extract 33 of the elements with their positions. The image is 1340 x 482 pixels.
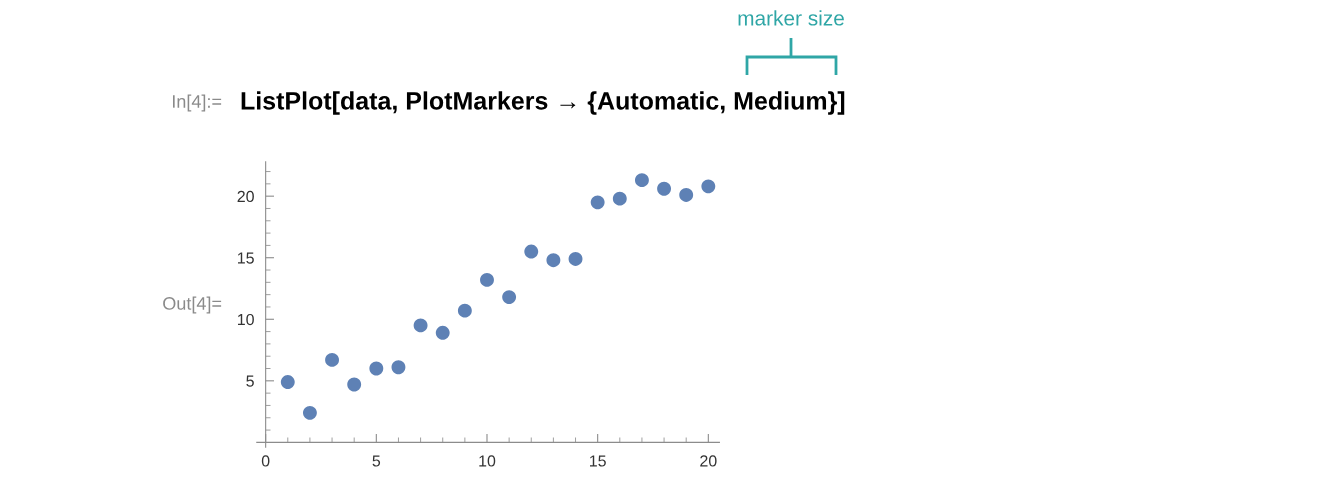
y-tick-label: 10 [238, 313, 254, 326]
point [657, 181, 672, 196]
point [347, 377, 362, 392]
point [568, 252, 583, 266]
point [502, 290, 517, 305]
point [325, 352, 339, 367]
text: Out[4]= [163, 296, 222, 314]
point [391, 360, 406, 375]
point [480, 272, 494, 287]
point [546, 253, 561, 268]
x-tick-label: 5 [372, 455, 381, 467]
text: marker size [738, 10, 844, 26]
point [590, 195, 605, 210]
x-tick-label: 10 [479, 455, 496, 467]
point [524, 244, 539, 259]
point [435, 325, 450, 340]
y-tick-label: 20 [237, 190, 254, 203]
point [634, 173, 649, 188]
y-tick-label: 5 [246, 375, 254, 387]
point [280, 375, 295, 389]
text: ListPlot[data, PlotMarkers → {Automatic, Medium}] [241, 91, 845, 115]
x-tick-label: 0 [261, 455, 270, 467]
x-tick-label: 15 [590, 455, 606, 467]
point [701, 179, 716, 194]
point [457, 303, 472, 318]
point [302, 405, 317, 420]
point [369, 361, 384, 376]
point [413, 318, 428, 333]
x-tick-label: 20 [700, 455, 717, 467]
text: In[4]:= [172, 94, 222, 112]
point [612, 191, 627, 206]
y-tick-label: 15 [238, 252, 254, 264]
point [679, 187, 694, 202]
